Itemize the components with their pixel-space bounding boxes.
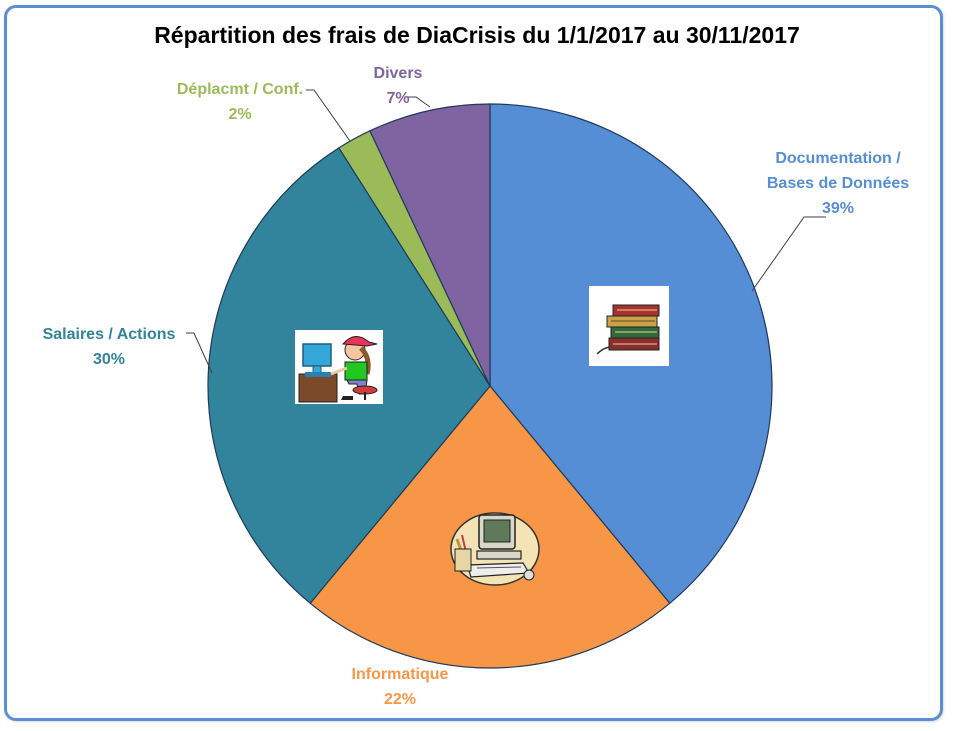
leader-line-1 [751,216,826,292]
slice-percent-label: 22% [384,691,416,708]
books-icon [589,286,669,366]
pie-slice-5 [369,103,491,387]
slice-percent-label: 2% [228,106,251,123]
slice-name-label: Divers [374,65,423,82]
slice-name-label: Déplacmt / Conf. [177,81,303,98]
slice-name-label: Bases de Données [767,175,909,192]
slice-name-label: Salaires / Actions [43,326,176,343]
slice-percent-label: 30% [93,351,125,368]
leader-line-3 [186,332,213,374]
slice-name-label: Informatique [352,666,449,683]
slice-name-label: Documentation / [775,150,901,167]
slice-percent-label: 7% [386,90,409,107]
slice-percent-label: 39% [822,200,854,217]
chart-title: Répartition des frais de DiaCrisis du 1/… [154,22,800,48]
person-at-computer-icon [295,330,383,404]
leader-line-4 [306,89,351,142]
leader-line-5 [406,96,431,108]
computer-icon [450,512,540,586]
